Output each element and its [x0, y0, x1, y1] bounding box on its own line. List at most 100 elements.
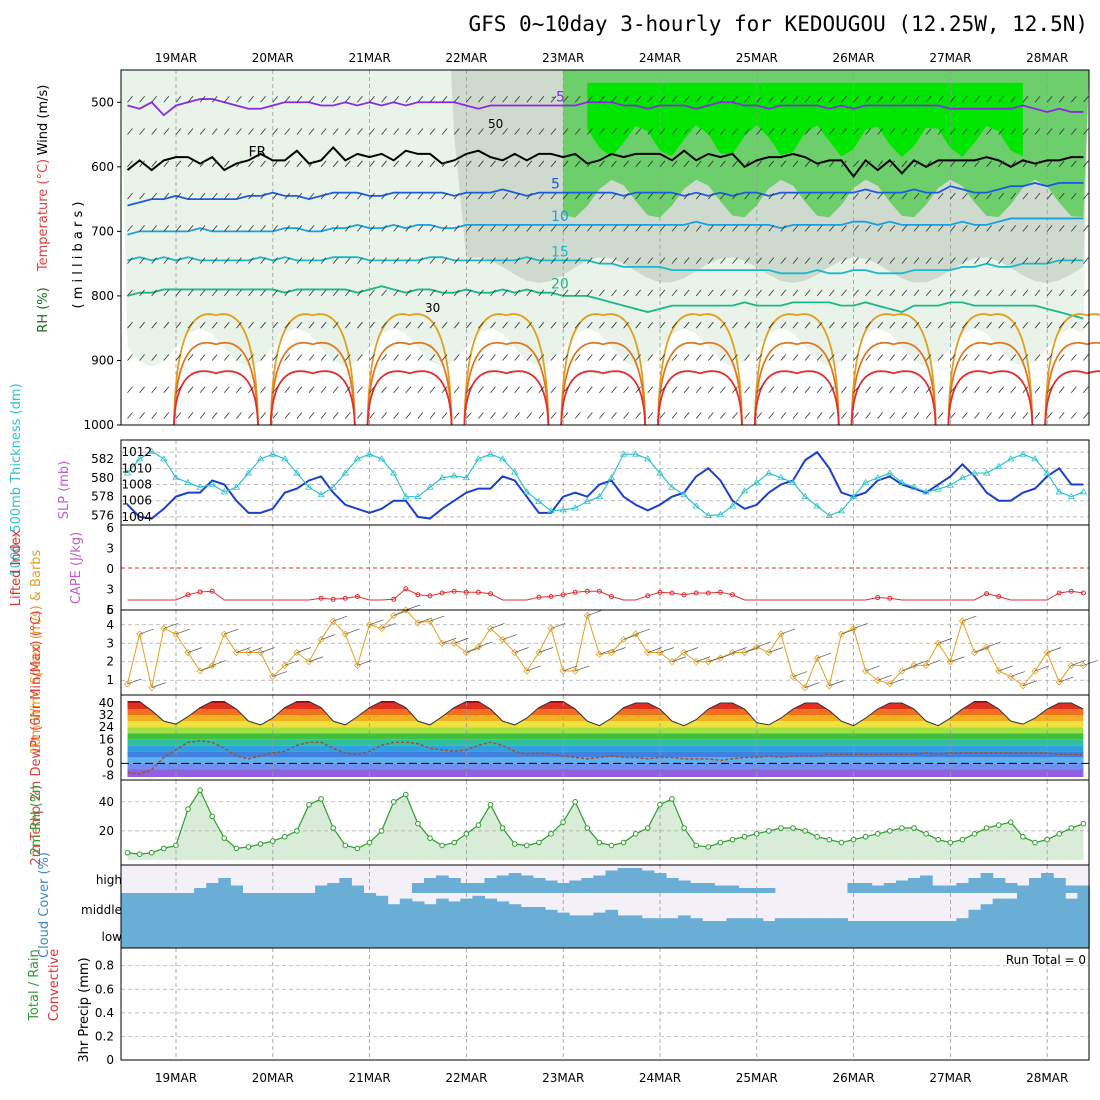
- thickness-point: [873, 474, 882, 481]
- thickness-point: [353, 455, 362, 462]
- upper-wind-barb: [720, 412, 726, 419]
- wind-barb: [236, 647, 251, 653]
- thickness-point: [571, 504, 579, 511]
- cloud-bar-low: [484, 921, 498, 948]
- upper-wind-barb: [998, 321, 1005, 329]
- cloud-bar-low: [508, 921, 522, 948]
- upper-wind-barb: [586, 192, 593, 200]
- upper-wind-barb: [514, 289, 521, 297]
- upper-wind-barb: [828, 225, 835, 232]
- cloud-bar-middle: [750, 918, 764, 921]
- upper-wind-barb: [986, 386, 992, 393]
- upper-wind-barb: [816, 160, 823, 168]
- rh-point: [899, 825, 905, 831]
- upper-wind-barb: [732, 321, 738, 329]
- thickness-point: [849, 492, 858, 500]
- upper-wind-barb: [720, 354, 726, 361]
- upper-ylabel-temperature: Temperature (°C): [36, 159, 51, 272]
- upper-wind-barb: [901, 192, 908, 200]
- upper-wind-barb: [804, 321, 811, 329]
- upper-wind-barb: [187, 225, 194, 232]
- upper-wind-barb: [1083, 128, 1089, 135]
- upper-wind-barb: [853, 96, 859, 103]
- upper-wind-barb: [199, 386, 206, 393]
- upper-wind-barb: [804, 192, 811, 200]
- thickness-point: [825, 511, 834, 518]
- li-tick: 6: [106, 521, 114, 535]
- upper-wind-barb: [792, 321, 799, 329]
- li-point: [475, 589, 481, 595]
- upper-wind-barb: [417, 412, 424, 419]
- date-label-bottom: 25MAR: [736, 1071, 778, 1085]
- cloud-bar-middle: [1041, 893, 1054, 921]
- upper-wind-barb: [792, 96, 799, 103]
- li-point: [354, 594, 360, 599]
- upper-wind-barb: [127, 160, 133, 168]
- upper-wind-barb: [272, 225, 279, 232]
- upper-wind-barb: [417, 257, 424, 264]
- cloud-bar-middle: [472, 895, 485, 921]
- upper-wind-barb: [986, 128, 992, 135]
- cloud-bar-high: [436, 875, 449, 893]
- isotherm-line: [127, 98, 1084, 117]
- wind-barb: [611, 647, 626, 653]
- upper-wind-barb: [429, 96, 436, 103]
- cloud-bar-middle: [653, 918, 667, 921]
- wind-barb: [296, 647, 312, 653]
- wind-barb: [284, 660, 299, 666]
- upper-wind-barb: [332, 96, 339, 103]
- upper-wind-barb: [744, 192, 750, 200]
- upper-wind-barb: [986, 354, 992, 361]
- upper-wind-barb: [308, 257, 315, 264]
- upper-wind-barb: [611, 192, 617, 200]
- upper-wind-barb: [1058, 386, 1065, 393]
- wind-tick: 2: [106, 655, 114, 669]
- wind-barb: [950, 656, 965, 663]
- upper-wind-barb: [925, 225, 932, 232]
- pressure-tick: 800: [91, 289, 114, 303]
- upper-wind-barb: [1070, 96, 1077, 103]
- cloud-bar-middle: [327, 893, 340, 921]
- upper-wind-barb: [538, 412, 545, 419]
- li-point: [1056, 590, 1062, 596]
- thickness-point: [1031, 455, 1039, 462]
- upper-wind-barb: [1022, 354, 1029, 361]
- upper-wind-barb: [780, 354, 787, 361]
- upper-wind-barb: [635, 321, 642, 329]
- date-label-top: 24MAR: [639, 51, 681, 65]
- upper-wind-barb: [986, 412, 992, 419]
- upper-wind-barb: [538, 128, 545, 135]
- cloud-bar-low: [799, 921, 812, 948]
- upper-wind-barb: [768, 192, 775, 200]
- cloud-bar-low: [496, 921, 510, 948]
- fill-layer: [121, 70, 1089, 948]
- upper-wind-barb: [514, 354, 521, 361]
- wind-barb: [647, 647, 662, 653]
- thickness-point: [305, 483, 313, 490]
- upper-wind-barb: [744, 321, 750, 329]
- li-point: [984, 591, 990, 597]
- upper-wind-barb: [611, 128, 617, 135]
- upper-wind-barb: [308, 289, 315, 297]
- cloud-bar-high: [714, 885, 727, 893]
- rh-point: [524, 842, 530, 849]
- upper-wind-barb: [865, 128, 871, 135]
- upper-wind-barb: [441, 128, 448, 135]
- upper-wind-barb: [998, 412, 1005, 419]
- upper-wind-barb: [841, 128, 847, 135]
- cloud-bar-low: [617, 921, 631, 948]
- temp-series-line: [127, 701, 1084, 727]
- rh-point: [766, 828, 772, 834]
- upper-wind-barb: [284, 289, 291, 297]
- upper-wind-barb: [635, 128, 642, 135]
- data-layer: [121, 96, 1100, 948]
- temp-tick: 16: [99, 732, 114, 746]
- upper-wind-barb: [1034, 96, 1041, 103]
- upper-wind-barb: [1070, 354, 1077, 361]
- upper-wind-barb: [635, 96, 642, 103]
- cloud-bar-low: [532, 921, 546, 948]
- upper-wind-barb: [744, 160, 750, 168]
- upper-wind-barb: [332, 289, 339, 297]
- upper-wind-barb: [296, 96, 303, 103]
